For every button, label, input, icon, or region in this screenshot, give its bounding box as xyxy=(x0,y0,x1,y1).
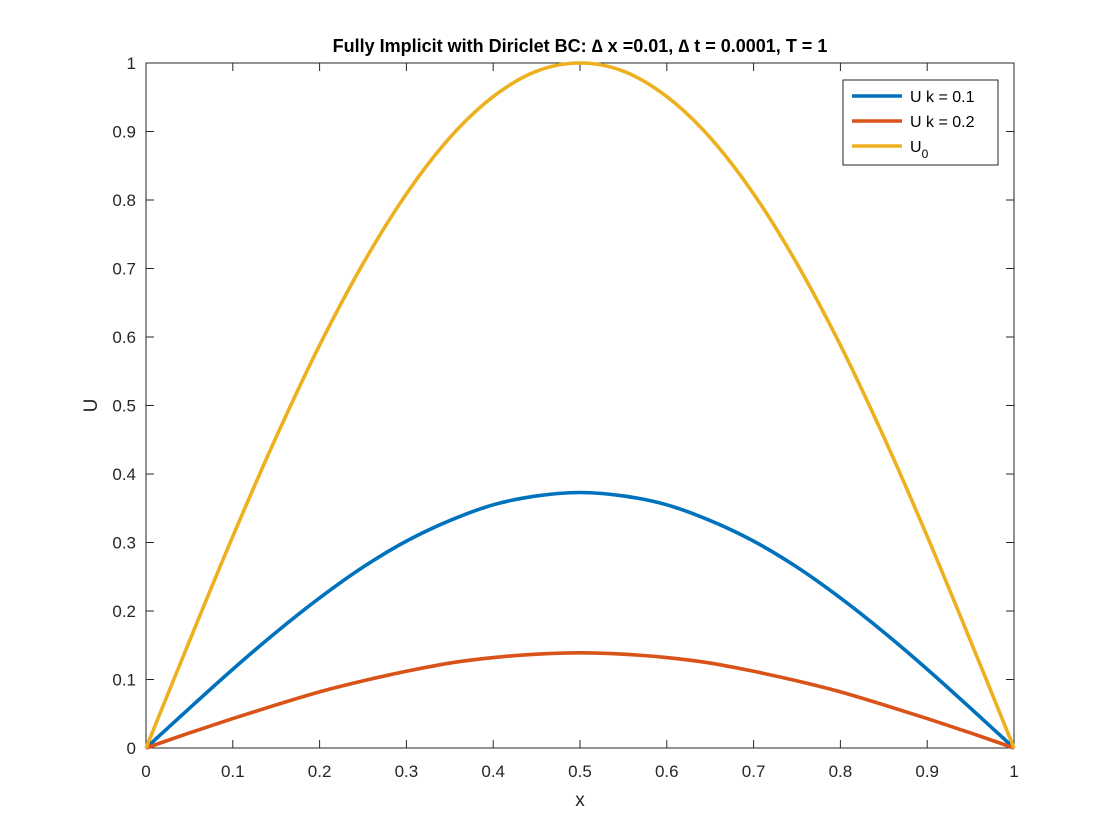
x-axis-label: x xyxy=(575,790,585,811)
y-axis-ticks: 0 0.1 0.2 0.3 0.4 0.5 0.6 0.7 0.8 0.9 1 xyxy=(112,54,1014,758)
legend: U k = 0.1 U k = 0.2 U0 xyxy=(842,79,999,166)
series-line xyxy=(144,61,1016,749)
series-lines xyxy=(144,61,1016,750)
x-tick-label: 0 xyxy=(141,762,150,781)
x-tick-label: 0.5 xyxy=(568,762,592,781)
y-tick-label: 0.8 xyxy=(112,191,136,210)
x-tick-label: 0.4 xyxy=(481,762,505,781)
y-tick-label: 1 xyxy=(127,54,136,73)
x-axis-ticks: 0 0.1 0.2 0.3 0.4 0.5 0.6 0.7 0.8 0.9 1 xyxy=(141,63,1019,781)
y-axis-label: U xyxy=(81,399,102,413)
x-tick-label: 0.6 xyxy=(655,762,679,781)
chart-title: Fully Implicit with Diriclet BC: ∆ x =0.… xyxy=(333,36,828,56)
axes-box xyxy=(145,62,1015,749)
series-line xyxy=(145,650,1015,750)
y-tick-label: 0.9 xyxy=(112,123,136,142)
x-tick-label: 0.3 xyxy=(395,762,419,781)
legend-label: U k = 0.1 xyxy=(910,89,975,106)
x-tick-label: 0.7 xyxy=(742,762,766,781)
y-tick-label: 0.1 xyxy=(112,671,136,690)
y-tick-label: 0.2 xyxy=(112,602,136,621)
y-tick-label: 0.6 xyxy=(112,328,136,347)
x-tick-label: 0.1 xyxy=(221,762,245,781)
x-tick-label: 0.9 xyxy=(915,762,939,781)
x-tick-label: 0.8 xyxy=(829,762,853,781)
y-tick-label: 0 xyxy=(127,739,136,758)
y-tick-label: 0.5 xyxy=(112,397,136,416)
y-tick-label: 0.3 xyxy=(112,534,136,553)
legend-label: U k = 0.2 xyxy=(910,114,975,131)
y-tick-label: 0.4 xyxy=(112,465,136,484)
x-tick-label: 0.2 xyxy=(308,762,332,781)
x-tick-label: 1 xyxy=(1009,762,1018,781)
series-line xyxy=(144,490,1016,750)
y-tick-label: 0.7 xyxy=(112,260,136,279)
legend-label: U0 xyxy=(910,139,929,161)
plot-area xyxy=(145,62,1015,749)
